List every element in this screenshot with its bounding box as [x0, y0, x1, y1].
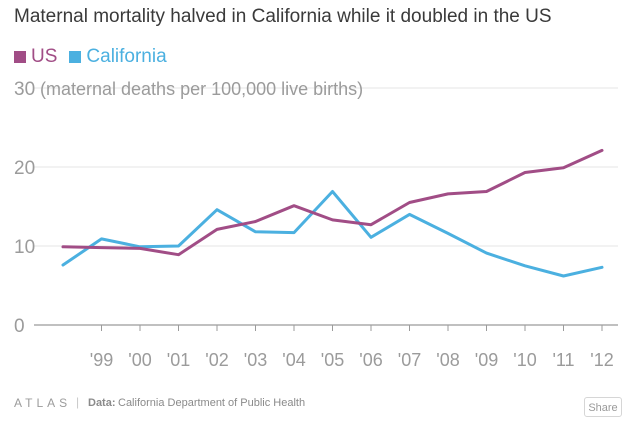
share-button[interactable]: Share	[584, 397, 622, 417]
y-tick-label-30: 30	[14, 79, 35, 100]
x-tick-label-9: '07	[398, 350, 421, 370]
source-label: Data:	[88, 397, 116, 409]
legend-swatch-california	[69, 51, 82, 63]
legend: US California	[14, 46, 179, 68]
source-text: California Department of Public Health	[118, 397, 306, 409]
series-line-california	[61, 190, 604, 278]
legend-swatch-us	[14, 51, 26, 63]
y-axis-label: (maternal deaths per 100,000 live births…	[40, 79, 363, 99]
y-tick-label-20: 20	[14, 158, 35, 179]
x-tick-label-3: '01	[167, 350, 190, 370]
x-tick-label-10: '08	[436, 350, 459, 370]
x-tick-label-13: '11	[552, 350, 574, 370]
x-tick-label-14: '12	[590, 350, 613, 370]
legend-label-california: California	[86, 46, 167, 67]
footer-separator: |	[76, 395, 80, 409]
atlas-logo: ATLAS	[14, 396, 72, 410]
x-tick-label-11: '09	[475, 350, 498, 370]
y-tick-label-10: 10	[14, 237, 35, 258]
x-tick-label-7: '05	[321, 350, 344, 370]
y-tick-label-0: 0	[14, 316, 25, 337]
x-tick-label-5: '03	[244, 350, 267, 370]
chart-title: Maternal mortality halved in California …	[14, 6, 552, 27]
x-tick-label-1: '99	[90, 350, 113, 370]
x-tick-label-2: '00	[128, 350, 151, 370]
x-tick-label-12: '10	[513, 350, 536, 370]
legend-label-us: US	[31, 46, 58, 67]
legend-item-california: California	[69, 46, 167, 68]
x-tick-label-6: '04	[282, 350, 305, 370]
x-tick-label-4: '02	[205, 350, 228, 370]
x-tick-label-8: '06	[359, 350, 382, 370]
legend-item-us: US	[14, 46, 57, 68]
series-line-us	[61, 148, 604, 257]
